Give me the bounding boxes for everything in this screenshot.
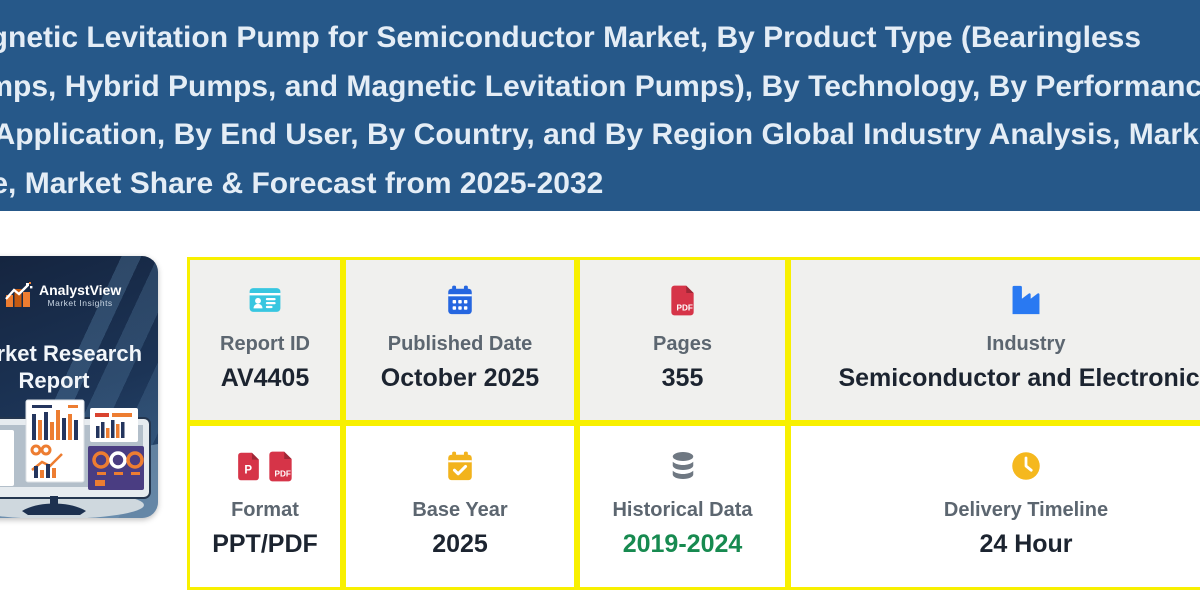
brand-name: AnalystView: [39, 282, 122, 298]
database-icon: [668, 451, 698, 481]
info-label: Historical Data: [612, 499, 753, 521]
info-cell-base-year: Base Year 2025: [343, 423, 577, 590]
info-value: PPT/PDF: [212, 530, 318, 558]
info-cell-report-id: Report ID AV4405: [187, 257, 343, 423]
clock-icon: [1011, 451, 1041, 481]
report-title-banner: Magnetic Levitation Pump for Semiconduct…: [0, 0, 1200, 211]
cover-card-title-line2: Report: [18, 368, 90, 393]
svg-text:PDF: PDF: [677, 303, 693, 312]
id-card-icon: [248, 285, 282, 315]
info-label: Delivery Timeline: [943, 499, 1109, 521]
pdf-file-icon: PDF: [269, 451, 292, 481]
info-value: 355: [661, 364, 704, 392]
info-cell-delivery-timeline: Delivery Timeline 24 Hour: [788, 423, 1200, 590]
info-cell-pages: PDF Pages 355: [577, 257, 788, 423]
info-label: Published Date: [387, 333, 533, 355]
page-title-line: Pumps, Hybrid Pumps, and Magnetic Levita…: [0, 69, 1200, 103]
page-title-line: Magnetic Levitation Pump for Semiconduct…: [0, 21, 1141, 54]
ppt-file-icon: P: [238, 452, 259, 480]
info-cell-industry: Industry Semiconductor and Electronics: [788, 257, 1200, 423]
calendar-check-icon: [446, 451, 474, 481]
factory-icon: [1009, 285, 1043, 315]
brand-subtitle: Market Insights: [47, 298, 113, 308]
info-label: Format: [231, 499, 299, 521]
info-cell-historical-data: Historical Data 2019-2024: [577, 423, 788, 590]
info-label: Industry: [986, 333, 1066, 355]
info-cell-published-date: Published Date October 2025: [343, 257, 577, 423]
svg-text:P: P: [244, 464, 252, 476]
page-title-line: Size, Market Share & Forecast from 2025-…: [0, 166, 604, 200]
info-value: October 2025: [380, 364, 540, 392]
info-cell-format: P PDF Format PPT/PDF: [187, 423, 343, 590]
report-cover-card: AnalystView Market Insights Market Resea…: [0, 256, 158, 518]
brand-logo: AnalystView Market Insights: [4, 282, 121, 309]
info-label: Base Year: [412, 499, 508, 521]
info-value: 2025: [432, 530, 488, 558]
page-title: Magnetic Levitation Pump for Semiconduct…: [0, 14, 1200, 208]
pdf-file-icon: PDF: [670, 285, 695, 315]
cover-card-title: Market Research Report: [0, 340, 158, 394]
info-value: 2019-2024: [622, 530, 743, 558]
info-value: 24 Hour: [979, 530, 1073, 558]
cover-card-title-line1: Market Research: [0, 341, 143, 366]
calendar-days-icon: [446, 285, 474, 315]
info-label: Pages: [653, 333, 712, 355]
svg-text:PDF: PDF: [275, 469, 291, 478]
info-value: Semiconductor and Electronics: [838, 364, 1200, 392]
report-card-illustration: [0, 386, 158, 518]
page-title-line: By Application, By End User, By Country,…: [0, 118, 1200, 151]
ppt-pdf-file-icons: P PDF: [237, 451, 293, 481]
info-label: Report ID: [220, 333, 310, 355]
report-info-grid: Report ID AV4405 Published Date October …: [187, 257, 1200, 590]
analystview-logo-icon: [4, 282, 34, 309]
info-value: AV4405: [220, 364, 310, 392]
